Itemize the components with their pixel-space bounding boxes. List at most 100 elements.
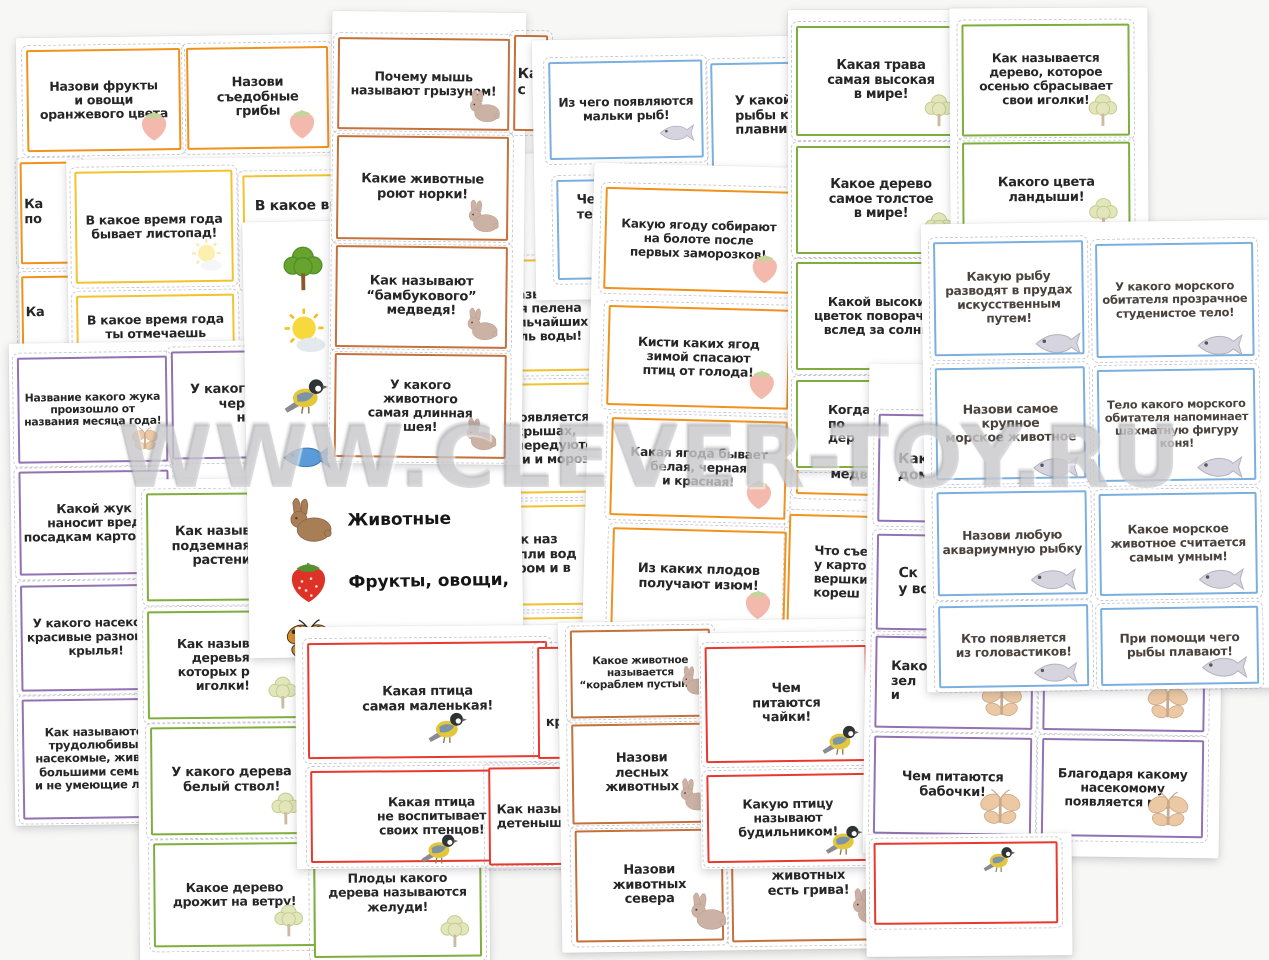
question-card: Кто появляется из головастиков!	[933, 599, 1095, 694]
card-text-line: ландыши!	[1008, 189, 1085, 206]
fish-icon	[1032, 318, 1083, 369]
card-text-line: называют грызуном!	[350, 82, 497, 99]
card-text-line: дер	[828, 430, 855, 446]
fish-icon	[1027, 554, 1078, 605]
card-text-line: желуди!	[367, 898, 429, 915]
card-text-line: Назови	[615, 750, 668, 766]
card-text-line: Како	[891, 658, 928, 675]
question-card: Из чего появляются мальки рыб!	[543, 54, 709, 166]
sheet-birds-right: Чем питаются чайки! Какую птицу называют буди…	[698, 630, 882, 870]
card-text-line: бабочки!	[919, 784, 986, 801]
watermark: WWW.CLEVER-TOY.RU	[118, 408, 1182, 508]
question-card: Чем питаются бабочки!	[867, 730, 1038, 841]
question-card: Как называют “бамбукового” медведя!	[329, 239, 513, 354]
card-text-line: Назови	[623, 861, 676, 878]
tree-icon	[436, 913, 474, 951]
card-text-line: в мире!	[853, 206, 909, 222]
question-card	[868, 836, 1064, 930]
card-text-line: дерева называются	[328, 883, 467, 901]
card-text-line: с	[517, 81, 526, 99]
card-text-line: белый ствол!	[182, 779, 281, 796]
legend-row	[279, 369, 332, 426]
question-card: У какого морского обитателя прозрачное сту…	[1089, 236, 1260, 364]
bird-icon	[980, 840, 1018, 878]
question-card: Назови съедобные грибы	[180, 40, 335, 156]
card-text-line: цветок поворачива	[813, 307, 948, 323]
card-text-line: Чем	[771, 680, 801, 697]
card-text-line: аквариумную рыбку	[942, 541, 1083, 558]
rabbit-icon	[281, 493, 334, 550]
card-text-line: животных	[605, 779, 679, 796]
question-card: Назови фрукты и овощи оранжевого цвета	[20, 42, 187, 158]
card-text-line: студенистое тело!	[1115, 304, 1235, 321]
card-text-line: птиц от голода!	[642, 362, 754, 380]
card-text-line: по	[828, 415, 845, 431]
fish-icon	[280, 431, 333, 488]
question-card: В какое время года бывает листопад!	[69, 164, 239, 289]
sheet-animals-top: Почему мышь называют грызуном! Какие живот…	[327, 10, 554, 466]
card-text-line: в мире!	[853, 87, 909, 103]
question-card: Какая птица самая маленькая!	[302, 635, 554, 765]
tree-icon	[277, 243, 330, 300]
card-text-line: первых заморозков!	[629, 244, 767, 262]
strawberry-icon	[282, 555, 335, 612]
question-card: Чем питаются чайки!	[699, 639, 874, 769]
card-text-line: будильником!	[738, 823, 839, 840]
question-card: Какое дерево дрожит на ветру!	[148, 836, 321, 953]
card-text-line: есть грива!	[767, 882, 850, 899]
card-text-line: чайки!	[761, 710, 812, 726]
fish-icon	[1194, 320, 1245, 371]
card-text-line: и	[890, 688, 900, 704]
card-text-line: свои иголки!	[1002, 92, 1090, 108]
bird-icon	[279, 369, 332, 426]
card-text-line: “кораблем пустыни”	[579, 677, 702, 692]
card-text-line: иголки!	[195, 677, 250, 694]
question-card: При помощи чего рыбы плавают!	[1095, 600, 1265, 692]
question-card: У какого дерева белый ствол!	[145, 720, 319, 841]
question-card: Из каких плодов получают изюм!	[605, 521, 792, 635]
card-text-line: вслед за солнце	[823, 322, 939, 338]
card-text-line: рыбы плавают!	[1126, 644, 1233, 660]
card-text-line: самая высокая	[827, 72, 935, 88]
card-text-line: севера	[624, 891, 675, 908]
rabbit-icon	[683, 888, 728, 933]
question-card: Благодаря какому насекомому появляется мед…	[1035, 732, 1210, 844]
card-text-line: самое толстое	[828, 191, 934, 207]
legend-row	[277, 243, 330, 300]
legend-row: Фрукты, овощи,	[282, 552, 509, 612]
sheet-trees-right: Как называется дерево, которое осенью сбра…	[949, 7, 1149, 255]
card-text-line: самым умным!	[1129, 549, 1228, 565]
card-text-line: роют норки!	[377, 186, 468, 203]
card-text-line: ты отмечаешь	[105, 325, 206, 342]
card-text-line: грибы	[235, 104, 281, 120]
card-text-line: своих птенцов!	[378, 821, 485, 838]
card-text-line: Назови	[231, 74, 284, 91]
question-card: Как называется дерево, которое осенью сбра…	[956, 18, 1136, 142]
legend-row: Животные	[281, 491, 452, 550]
card-text-line: дрожит на ветру!	[172, 893, 297, 910]
question-card: Какую ягоду собирают на болоте после первы…	[598, 181, 799, 299]
card-text-line: Ка	[24, 197, 44, 213]
card-text-line: Какой высокий	[827, 293, 935, 309]
sun-icon	[278, 307, 331, 364]
sun-icon	[187, 238, 226, 277]
card-text-line: из головастиков!	[955, 644, 1072, 661]
card-text-line: Как назыв	[174, 523, 251, 539]
question-card: Почему мышь называют грызуном!	[332, 31, 516, 136]
legend-label: Фрукты, овощи,	[348, 569, 510, 593]
question-card: Какие животные роют норки!	[330, 129, 515, 246]
card-text-line: бывает листопад!	[91, 224, 218, 242]
question-card: Кисти каких ягод зимой спасают птиц от гол…	[601, 299, 796, 415]
sheet-birds-bottom-strip	[865, 833, 1073, 957]
card-text-line: крылья!	[68, 643, 124, 658]
question-card: Какая трава самая высокая в мире!	[791, 21, 971, 141]
question-card: Какую рыбу разводят в прудах искусственным…	[927, 235, 1090, 362]
question-card: Плоды какого дерева называются желуди!	[308, 857, 488, 960]
question-card: Какую птицу называют будильником!	[701, 767, 875, 869]
card-text-line: путем!	[986, 310, 1032, 326]
card-text-line: самая маленькая!	[362, 698, 494, 715]
legend-row	[278, 307, 331, 364]
card-text-line: кореш	[813, 584, 860, 601]
card-text-line: мальки рыб!	[582, 108, 670, 124]
